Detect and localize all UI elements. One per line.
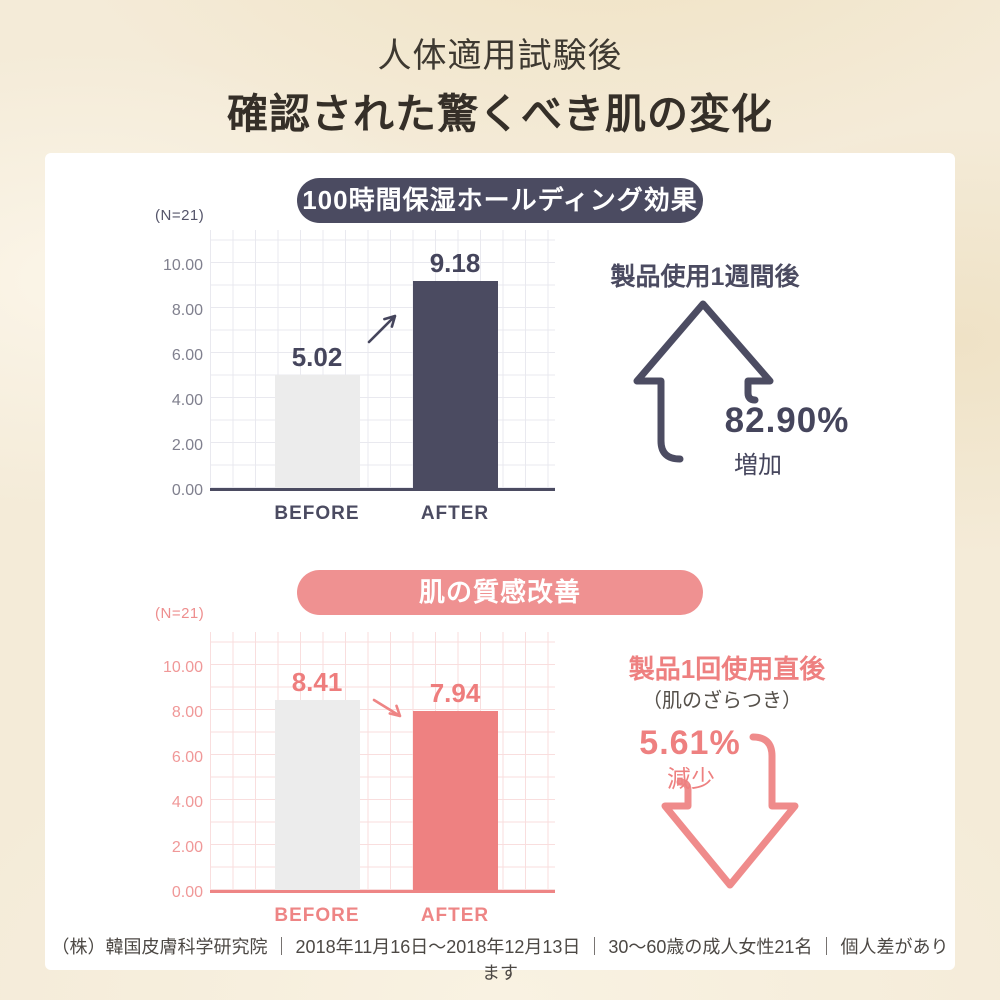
decrease-arrow-icon <box>661 733 799 889</box>
y-axis-tick: 4.00 <box>171 392 203 409</box>
footer-note: （株）韓国皮膚科学研究院 ｜ 2018年11月16日〜2018年12月13日 ｜… <box>51 937 949 983</box>
before-bar <box>275 700 360 890</box>
annotation-subheading: （肌のざらつき） <box>642 690 802 712</box>
texture-chart-plot <box>210 632 555 893</box>
results-card: 100時間保湿ホールディング効果 (N=21) 10.00 8.00 6.00 … <box>45 153 955 983</box>
y-axis-tick: 6.00 <box>171 749 203 766</box>
moisture-chart-plot <box>210 230 555 491</box>
moisture-chart-title-pill: 100時間保湿ホールディング効果 <box>297 178 703 223</box>
before-bar <box>275 375 360 488</box>
y-axis-tick: 10.00 <box>162 257 203 274</box>
category-label: BEFORE <box>274 503 360 524</box>
y-axis-tick: 4.00 <box>171 794 203 811</box>
category-label: AFTER <box>420 905 490 926</box>
after-bar <box>413 711 498 890</box>
sample-size-label: (N=21) <box>155 207 205 224</box>
decrease-percent: 5.61% <box>639 724 741 762</box>
y-axis-tick: 10.00 <box>162 659 203 676</box>
y-axis-tick: 2.00 <box>171 839 203 856</box>
y-axis-tick: 0.00 <box>171 482 203 499</box>
category-label: AFTER <box>420 503 490 524</box>
y-axis-tick: 0.00 <box>171 884 203 901</box>
annotation-heading: 製品使用1週間後 <box>610 263 800 291</box>
decrease-label: 減少 <box>667 766 715 793</box>
bar-value-label: 8.41 <box>291 667 343 697</box>
increase-label: 増加 <box>734 452 782 479</box>
bar-value-label: 9.18 <box>429 248 481 278</box>
bar-value-label: 7.94 <box>429 678 481 708</box>
after-bar <box>413 281 498 488</box>
page-title: 確認された驚くべき肌の変化 <box>227 91 773 137</box>
y-axis-tick: 8.00 <box>171 704 203 721</box>
y-axis-tick: 2.00 <box>171 437 203 454</box>
annotation-heading: 製品1回使用直後 <box>628 654 826 684</box>
bar-value-label: 5.02 <box>291 342 343 372</box>
sample-size-label: (N=21) <box>155 605 205 622</box>
category-label: BEFORE <box>274 905 360 926</box>
trend-up-arrow-icon <box>367 314 397 344</box>
texture-chart-title-pill: 肌の質感改善 <box>297 570 703 615</box>
y-axis-tick: 6.00 <box>171 347 203 364</box>
increase-arrow-icon <box>633 300 774 463</box>
trend-down-arrow-icon <box>372 698 402 718</box>
y-axis-tick: 8.00 <box>171 302 203 319</box>
subtitle: 人体適用試験後 <box>377 37 623 75</box>
increase-percent: 82.90% <box>724 401 850 440</box>
